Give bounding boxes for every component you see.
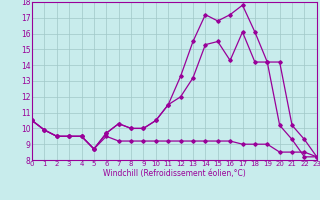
X-axis label: Windchill (Refroidissement éolien,°C): Windchill (Refroidissement éolien,°C) bbox=[103, 169, 246, 178]
